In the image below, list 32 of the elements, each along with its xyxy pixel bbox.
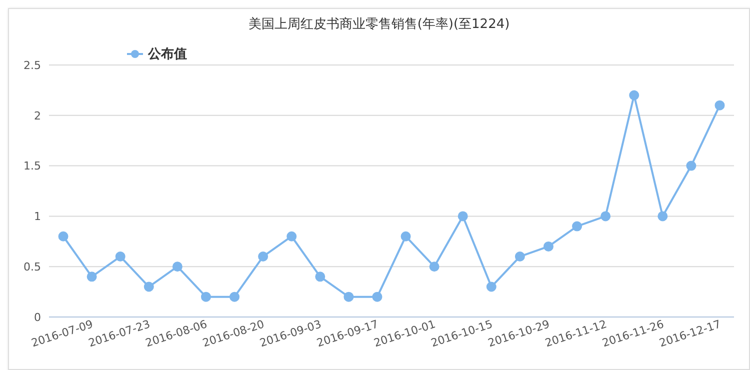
point: [600, 211, 611, 222]
point: [572, 221, 582, 232]
point: [172, 262, 182, 272]
point: [514, 252, 525, 262]
point: [372, 292, 382, 302]
point: [258, 252, 268, 262]
point: [543, 241, 554, 252]
legend-label: 公布值: [146, 46, 187, 63]
point: [115, 252, 126, 262]
point: [344, 292, 354, 302]
point: [686, 160, 696, 171]
y-tick-label: 0: [34, 310, 41, 324]
y-tick-label: 0.5: [24, 260, 41, 274]
point: [429, 262, 440, 272]
point: [658, 211, 668, 222]
y-tick-label: 2.5: [24, 58, 41, 72]
point: [58, 231, 68, 242]
point: [486, 282, 496, 292]
y-tick-label: 1.5: [24, 160, 41, 173]
point: [286, 231, 297, 242]
chart-title: 美国上周红皮书商业零售销售(年率)(至1224): [247, 16, 511, 34]
point: [200, 292, 211, 302]
y-tick-label: 1: [34, 210, 41, 224]
point: [315, 272, 326, 282]
point: [714, 100, 725, 110]
point: [458, 211, 468, 222]
point: [86, 272, 97, 282]
point: [230, 292, 240, 302]
point: [400, 231, 411, 242]
point: [629, 90, 640, 100]
point: [144, 282, 154, 292]
y-tick-label: 2: [34, 109, 41, 122]
